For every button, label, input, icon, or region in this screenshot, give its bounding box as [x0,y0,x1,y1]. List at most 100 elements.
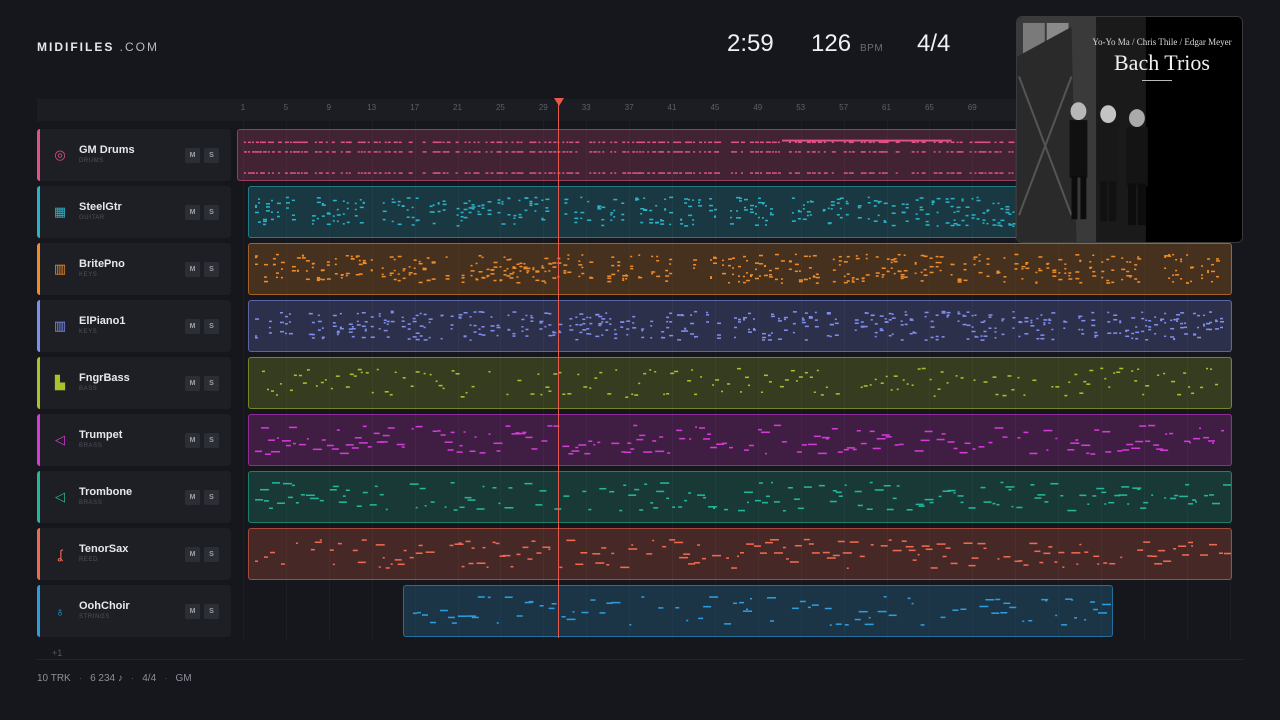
solo-button[interactable]: S [204,205,219,220]
grid-line [1058,121,1060,640]
choir-icon: ♁ [55,603,65,619]
tempo-unit: BPM [860,43,884,54]
grid-line [886,121,888,640]
drum-icon: ◎ [54,147,66,162]
note-count: 6 234 ♪ [90,673,123,684]
ruler-tick: 49 [753,103,763,112]
track-header[interactable]: ◎ GM Drums DRUMS M S [37,129,231,181]
mute-button[interactable]: M [185,262,200,277]
sax-icon: ʆ [57,546,63,562]
track-header[interactable]: ♁ OohChoir STRINGS M S [37,585,231,637]
grid-line [843,121,845,640]
ruler-tick: 61 [882,103,891,112]
ruler-tick: 25 [495,103,505,112]
solo-button[interactable]: S [204,319,219,334]
ruler-tick: 21 [453,103,462,112]
mute-button[interactable]: M [185,376,200,391]
track-header[interactable]: ▦ SteelGtr GUITAR M S [37,186,231,238]
track-header[interactable]: ▥ BritePno KEYS M S [37,243,231,295]
tempo-value: 126 [811,30,852,57]
track-header[interactable]: ▥ ElPiano1 KEYS M S [37,300,231,352]
track-name: BritePno [79,258,125,270]
mute-button[interactable]: M [185,547,200,562]
track-category: DRUMS [79,158,104,164]
ruler-tick: 5 [283,103,289,112]
mute-button[interactable]: M [185,205,200,220]
track-category: STRINGS [79,614,110,620]
solo-button[interactable]: S [204,547,219,562]
grid-line [672,121,673,640]
mute-button[interactable]: M [185,148,200,163]
grid-line [586,121,588,640]
track-name: SteelGtr [79,201,122,213]
ruler-tick: 69 [967,103,977,112]
album-artists: Yo-Yo Ma / Chris Thile / Edgar Meyer [1092,37,1232,47]
track-header[interactable]: ʆ TenorSax REED M S [37,528,231,580]
track-color-stripe [37,243,40,295]
grid-line [414,121,416,640]
track-name: OohChoir [79,600,130,612]
mute-button[interactable]: M [185,604,200,619]
piano-icon: ▥ [53,261,67,276]
playhead-handle[interactable] [554,98,564,106]
grid-line [371,121,373,640]
ruler-tick: 57 [839,103,849,112]
solo-button[interactable]: S [204,433,219,448]
bass-icon: ▙ [55,375,65,390]
ruler-tick: 41 [667,103,677,112]
grid-line [1101,121,1102,640]
track-category: BASS [79,386,98,392]
time-signature: 4/4 [917,30,951,57]
grid-line [500,121,502,640]
midi-clip[interactable] [248,414,1232,466]
solo-button[interactable]: S [204,376,219,391]
note-lane [254,538,1231,569]
site-logo[interactable]: MIDIFILES .COM [37,40,160,54]
track-color-stripe [37,186,40,238]
grid-line [800,121,802,640]
track-header[interactable]: ▙ FngrBass BASS M S [37,357,231,409]
ruler-tick: 33 [581,103,591,112]
bar-ruler[interactable]: 1 5 9 13 17 21 25 29 33 37 41 45 49 53 57 61 65 69 [37,99,1243,121]
ruler-tick: 1 [240,103,246,112]
track-category: BRASS [79,443,103,449]
midi-clip[interactable] [403,585,1113,637]
midi-standard: GM [175,673,192,684]
solo-button[interactable]: S [204,262,219,277]
midi-clip[interactable] [248,471,1232,523]
track-name: TenorSax [79,543,129,555]
mute-button[interactable]: M [185,319,200,334]
add-track-button[interactable]: +1 [52,648,63,658]
midi-clip[interactable] [248,357,1232,409]
trumpet-icon: ◁ [55,432,65,447]
track-header[interactable]: ◁ Trombone BRASS M S [37,471,231,523]
grid-line [629,121,631,640]
solo-button[interactable]: S [204,604,219,619]
track-color-stripe [37,528,40,580]
note-lane [254,424,1225,455]
playhead[interactable] [558,104,559,638]
album-photo [1017,17,1242,242]
ruler-tick: 65 [924,103,934,112]
track-color-stripe [37,585,40,637]
midi-clip[interactable] [248,243,1232,295]
note-lane [412,596,1112,626]
ruler-tick: 29 [538,103,548,112]
midi-clip[interactable] [248,300,1232,352]
grid-line [1143,121,1145,640]
guitar-icon: ▦ [53,204,67,219]
elapsed-time: 2:59 [727,30,774,57]
solo-button[interactable]: S [204,148,219,163]
mute-button[interactable]: M [185,433,200,448]
track-name: Trombone [79,486,133,498]
track-name: GM Drums [79,144,135,156]
ruler-tick: 37 [624,103,634,112]
track-name: Trumpet [79,429,123,441]
track-color-stripe [37,414,40,466]
solo-button[interactable]: S [204,490,219,505]
track-color-stripe [37,129,40,181]
midi-clip[interactable] [248,528,1232,580]
piano-icon: ▥ [53,318,67,333]
mute-button[interactable]: M [185,490,200,505]
track-header[interactable]: ◁ Trumpet BRASS M S [37,414,231,466]
